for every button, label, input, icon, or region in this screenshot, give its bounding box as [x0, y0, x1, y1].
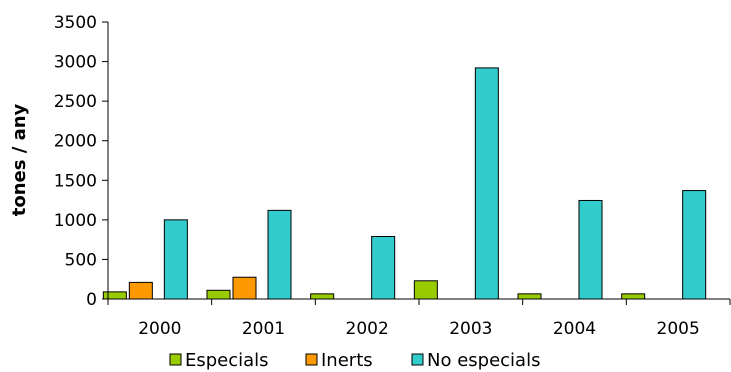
legend-swatch [169, 353, 182, 366]
y-tick-label: 0 [86, 290, 97, 310]
axes [107, 22, 730, 300]
legend-swatch [411, 353, 424, 366]
y-tick-label: 2500 [54, 92, 97, 112]
bar-inerts-2000 [128, 281, 153, 300]
x-tick-label: 2003 [449, 319, 492, 339]
bar-no-especials-2005 [682, 190, 707, 300]
x-axis-ticks: 2000 2001 2002 2003 2004 2005 [107, 299, 731, 339]
x-tick-label: 2002 [346, 319, 389, 339]
bar-especials-2004 [517, 293, 542, 300]
bar-no-especials-2003 [474, 67, 499, 300]
y-tick-label: 1000 [54, 211, 97, 231]
y-tick-label: 1500 [54, 171, 97, 191]
bar-no-especials-2001 [267, 209, 292, 300]
y-tick-label: 2000 [54, 132, 97, 152]
y-tick-label: 3500 [54, 13, 97, 33]
y-axis-label: tones / any [9, 103, 30, 216]
legend-swatch [305, 353, 318, 366]
bar-especials-2002 [310, 293, 335, 300]
bar-especials-2003 [413, 280, 438, 300]
bar-especials-2005 [621, 293, 646, 300]
y-tick-label: 500 [65, 250, 97, 270]
x-tick-label: 2004 [553, 319, 596, 339]
legend-label: No especials [427, 350, 540, 371]
y-axis-ticks: 0 500 1000 1500 2000 2500 3000 3500 [54, 13, 108, 310]
bar-no-especials-2000 [163, 219, 188, 300]
x-tick-label: 2001 [242, 319, 285, 339]
bar-inerts-2001 [232, 276, 257, 300]
bar-especials-2000 [102, 291, 127, 300]
legend-label: Especials [185, 350, 269, 371]
y-tick-label: 3000 [54, 53, 97, 73]
x-tick-label: 2000 [138, 319, 181, 339]
legend-label: Inerts [321, 350, 373, 371]
legend: Especials Inerts No especials [169, 350, 540, 371]
x-tick-label: 2005 [657, 319, 700, 339]
bar-especials-2001 [206, 289, 231, 300]
bar-no-especials-2002 [371, 235, 396, 300]
bars [102, 67, 707, 300]
bar-no-especials-2004 [578, 199, 603, 300]
